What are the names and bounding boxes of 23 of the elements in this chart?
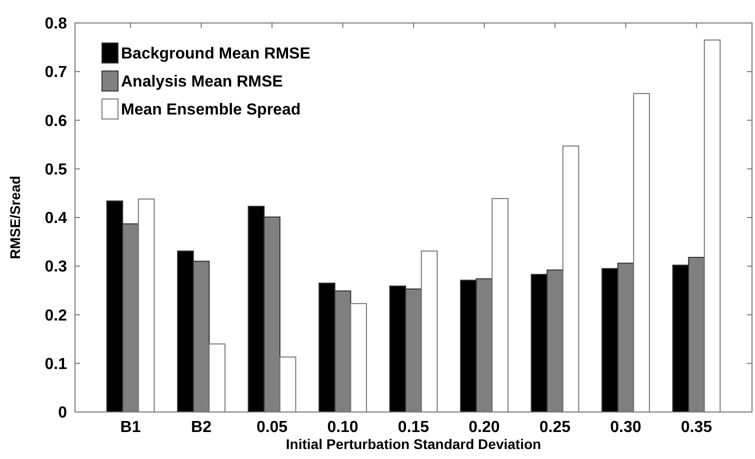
legend-label: Mean Ensemble Spread [121,102,301,119]
x-tick-label: 0.25 [539,419,571,436]
y-tick-label: 0.6 [44,112,68,130]
x-tick-label: 0.10 [327,419,358,436]
legend-label: Background Mean RMSE [121,46,311,63]
x-tick-label: B1 [120,419,141,436]
y-tick-label: 0.7 [44,64,68,82]
x-tick-label: 0.05 [256,419,288,436]
x-tick-label: 0.20 [468,419,500,436]
y-tick-label: 0.5 [44,161,68,178]
x-tick-label: 0.15 [398,419,430,436]
y-tick-label: 0.2 [44,307,68,324]
y-tick-label: 0.3 [44,258,68,276]
x-tick-label: 0.35 [680,419,712,436]
y-axis-title: RMSE/Sread [7,176,23,260]
y-tick-label: 0.1 [44,356,68,373]
y-tick-label: 0.8 [44,16,68,33]
legend-label: Analysis Mean RMSE [121,74,284,91]
y-tick-label: 0 [58,404,68,422]
x-tick-label: 0.30 [610,419,642,436]
y-tick-label: 0.4 [44,210,68,228]
x-axis-title: Initial Perturbation Standard Deviation [286,436,542,452]
x-tick-label: B2 [191,419,212,436]
